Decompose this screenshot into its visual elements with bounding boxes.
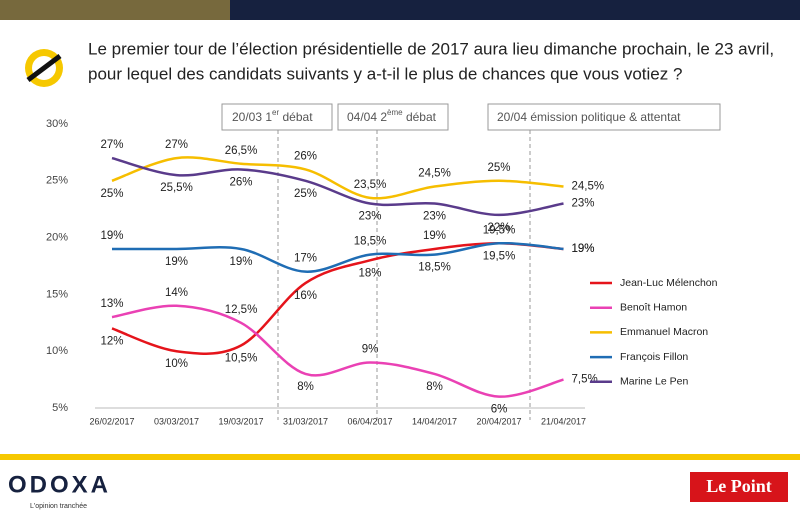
data-label: 23,5% — [354, 179, 387, 191]
annotation-text: 04/04 2 — [347, 110, 387, 124]
series-line — [111, 156, 564, 217]
x-tick-label: 14/04/2017 — [412, 416, 457, 426]
partner-logo — [690, 472, 788, 502]
data-label: 19% — [165, 256, 188, 268]
data-label: 19% — [572, 243, 595, 255]
legend-label: François Fillon — [620, 351, 688, 363]
data-label: 19,5% — [483, 224, 516, 236]
legend-label: Emmanuel Macron — [620, 326, 708, 338]
data-label: 19% — [229, 256, 252, 268]
series-line — [112, 241, 564, 273]
annotation-text: débat — [403, 110, 437, 124]
annotation: 20/03 1er débat — [232, 108, 313, 124]
y-tick-label: 20% — [46, 232, 68, 244]
data-label: 6% — [491, 404, 508, 416]
data-label: 19% — [423, 230, 446, 242]
annotation-box — [487, 103, 721, 131]
data-label: 25% — [100, 188, 123, 200]
data-label: 24,5% — [572, 181, 605, 193]
annotation-text: 20/03 1 — [232, 110, 272, 124]
chart-title: pour lequel des candidats suivants y a-t… — [88, 64, 682, 83]
annotation-box — [337, 103, 449, 131]
data-label: 9% — [362, 344, 379, 356]
annotation: 04/04 2ème débat — [347, 108, 437, 124]
legend-label: Benoît Hamon — [620, 301, 687, 313]
data-label: 25% — [487, 162, 510, 174]
data-label: 10% — [165, 358, 188, 370]
data-label: 23% — [358, 211, 381, 223]
data-label: 12,5% — [225, 304, 258, 316]
data-label: 7,5% — [572, 374, 598, 386]
x-tick-label: 20/04/2017 — [476, 416, 521, 426]
y-tick-label: 10% — [46, 345, 68, 357]
legend-label: Jean-Luc Mélenchon — [620, 277, 718, 289]
data-label: 18,5% — [418, 262, 451, 274]
data-label: 19,5% — [483, 250, 516, 262]
odoxa-icon — [25, 49, 63, 87]
y-tick-label: 15% — [46, 288, 68, 300]
data-label: 10,5% — [225, 353, 258, 365]
data-label: 23% — [423, 211, 446, 223]
legend-label: Marine Le Pen — [620, 376, 688, 388]
data-label: 13% — [100, 298, 123, 310]
chart-title: Le premier tour de l’élection présidenti… — [88, 39, 774, 58]
series-line — [111, 156, 564, 200]
data-label: 25% — [294, 188, 317, 200]
data-label: 19% — [572, 243, 595, 255]
data-label: 26% — [229, 176, 252, 188]
data-label: 19% — [100, 230, 123, 242]
annotation-sup: er — [272, 108, 279, 117]
annotation-sup: ème — [387, 108, 403, 117]
x-tick-label: 31/03/2017 — [283, 416, 328, 426]
annotation-text: 20/04 émission politique & attentat — [497, 110, 681, 124]
y-tick-label: 5% — [52, 402, 68, 414]
annotation-box — [221, 103, 333, 131]
data-label: 26,5% — [225, 145, 258, 157]
annotation: 20/04 émission politique & attentat — [497, 110, 681, 124]
data-label: 18% — [358, 267, 381, 279]
data-label: 8% — [426, 381, 443, 393]
data-label: 8% — [297, 381, 314, 393]
y-tick-label: 30% — [46, 118, 68, 130]
data-label: 18,5% — [354, 236, 387, 248]
x-tick-label: 19/03/2017 — [218, 416, 263, 426]
partner: Le Point — [706, 476, 772, 496]
tagline: L'opinion tranchée — [30, 503, 87, 510]
x-tick-label: 21/04/2017 — [541, 416, 586, 426]
x-tick-label: 06/04/2017 — [347, 416, 392, 426]
data-label: 16% — [294, 290, 317, 302]
data-label: 25,5% — [160, 182, 193, 194]
data-label: 26% — [294, 150, 317, 162]
data-label: 27% — [165, 139, 188, 151]
banner-pattern — [0, 0, 230, 20]
data-label: 14% — [165, 287, 188, 299]
data-label: 23% — [572, 198, 595, 210]
data-label: 22% — [487, 222, 510, 234]
annotation-text: débat — [279, 110, 313, 124]
data-label: 24,5% — [418, 168, 451, 180]
data-label: 27% — [100, 139, 123, 151]
data-label: 12% — [100, 336, 123, 348]
footer-bar — [0, 454, 800, 460]
x-tick-label: 26/02/2017 — [89, 416, 134, 426]
brand: ODOXA — [8, 471, 111, 498]
y-tick-label: 25% — [46, 175, 68, 187]
annotations: 20/03 1er débat 04/04 2ème débat 20/04 é… — [221, 103, 721, 420]
data-label: 17% — [294, 253, 317, 265]
x-tick-label: 03/03/2017 — [154, 416, 199, 426]
series-line — [111, 304, 564, 398]
